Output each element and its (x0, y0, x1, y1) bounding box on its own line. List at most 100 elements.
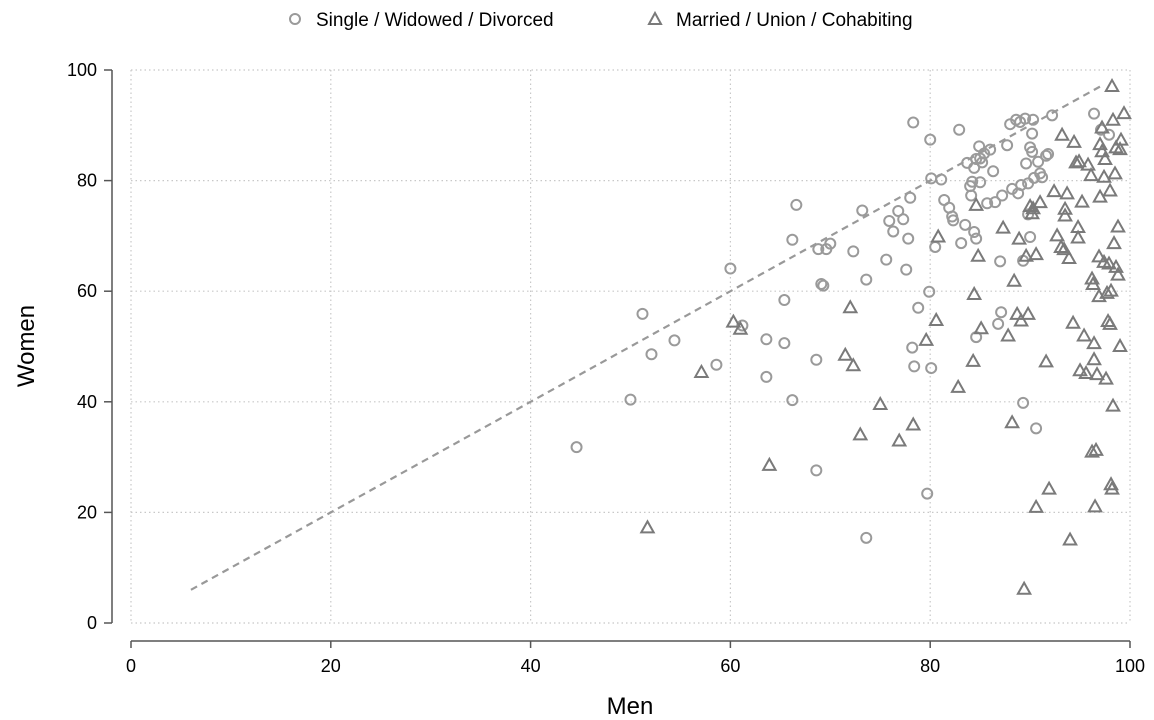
point-single (966, 175, 979, 188)
point-single (856, 204, 869, 217)
point-married (1086, 335, 1102, 350)
point-married (1074, 193, 1090, 208)
point-single (883, 214, 896, 227)
point-single (923, 285, 936, 298)
legend-marker-single (289, 13, 301, 25)
point-single (570, 441, 583, 454)
point-single (974, 176, 987, 189)
point-single (1026, 145, 1039, 158)
point-married (1089, 366, 1105, 381)
point-married (1087, 498, 1103, 513)
point-single (880, 253, 893, 266)
point-single (1040, 149, 1053, 162)
point-single (1020, 157, 1033, 170)
point-married (1000, 327, 1017, 342)
point-single (935, 173, 948, 186)
point-married (1053, 238, 1069, 253)
data-points (570, 78, 1132, 595)
point-married (1076, 327, 1092, 342)
point-married (1085, 275, 1101, 291)
point-married (1006, 272, 1023, 287)
point-single (978, 147, 991, 160)
point-married (1078, 365, 1094, 380)
point-married (995, 219, 1012, 234)
point-married (693, 363, 710, 378)
point-married (1084, 443, 1100, 458)
point-married (1071, 153, 1087, 168)
point-single (778, 337, 791, 350)
point-married (837, 346, 854, 361)
legend-label-married: Married / Union / Cohabiting (676, 10, 913, 31)
point-single (810, 353, 823, 366)
point-married (928, 311, 945, 326)
point-single (904, 191, 917, 204)
point-married (761, 456, 778, 471)
y-tick-label: 80 (77, 171, 97, 191)
point-married (930, 228, 947, 243)
point-single (902, 232, 915, 245)
point-married (1098, 370, 1114, 385)
point-married (1112, 141, 1128, 156)
point-single (1103, 128, 1116, 141)
x-tick-label: 40 (521, 656, 541, 676)
y-axis-title: Women (13, 305, 40, 387)
point-married (1046, 183, 1062, 198)
point-single (760, 333, 773, 346)
point-married (1028, 498, 1045, 513)
point-single (906, 341, 919, 354)
point-married (1062, 531, 1078, 546)
point-married (968, 196, 985, 211)
point-married (1072, 362, 1088, 377)
point-married (842, 299, 859, 314)
point-married (1103, 282, 1119, 297)
point-single (921, 487, 934, 500)
point-single (1024, 231, 1037, 244)
point-single (778, 294, 791, 307)
point-single (860, 273, 873, 286)
point-single (925, 172, 938, 185)
point-married (1102, 182, 1118, 197)
point-single (1017, 396, 1030, 409)
point-single (992, 317, 1005, 330)
point-single (981, 197, 994, 210)
point-single (668, 334, 681, 347)
point-single (984, 143, 997, 156)
point-married (1020, 305, 1037, 320)
legend: Single / Widowed / Divorced Married / Un… (289, 10, 913, 31)
point-married (1059, 185, 1075, 200)
point-married (1094, 143, 1110, 158)
point-single (1015, 179, 1028, 192)
point-single (989, 196, 1002, 209)
point-single (824, 237, 837, 250)
point-married (1097, 150, 1113, 166)
point-married (1070, 229, 1086, 244)
point-single (1042, 148, 1055, 161)
point-married (732, 320, 749, 335)
point-married (1065, 314, 1081, 329)
x-tick-label: 0 (126, 656, 136, 676)
point-single (624, 393, 637, 406)
y-tick-label: 0 (87, 613, 97, 633)
point-married (891, 432, 908, 447)
point-single (908, 360, 921, 373)
point-single (1030, 422, 1043, 435)
point-married (1013, 312, 1030, 327)
point-married (1094, 119, 1110, 134)
x-tick-label: 20 (321, 656, 341, 676)
point-single (947, 214, 960, 227)
point-married (1083, 167, 1099, 182)
point-single (959, 218, 972, 231)
point-married (1113, 131, 1129, 146)
point-married (1004, 414, 1021, 429)
point-married (966, 285, 983, 300)
point-single (636, 307, 649, 320)
y-tick-label: 40 (77, 392, 97, 412)
point-married (1101, 255, 1117, 270)
x-tick-label: 100 (1115, 656, 1145, 676)
point-single (900, 263, 913, 276)
point-single (994, 255, 1007, 268)
point-married (1110, 266, 1126, 281)
point-single (736, 319, 749, 332)
point-married (1049, 227, 1065, 242)
point-single (965, 189, 978, 202)
